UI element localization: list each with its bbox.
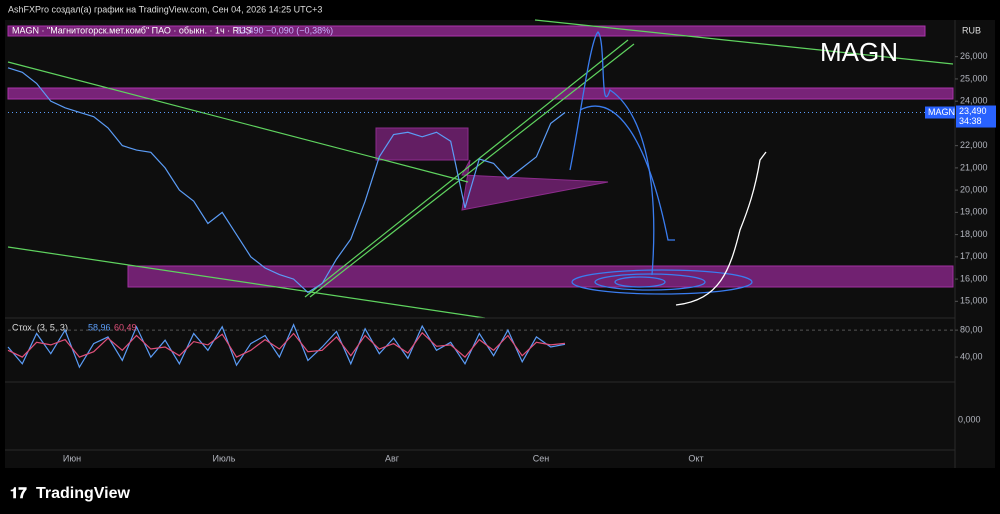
trend-lines	[7, 19, 954, 319]
indicator-value: 60,49	[114, 322, 137, 332]
author-line: AshFXPro создал(а) график на TradingView…	[8, 4, 322, 14]
y-tick-label: 15,000	[960, 296, 988, 306]
y-tick-label: 16,000	[960, 273, 988, 283]
y-tick-label: 80,00	[960, 325, 983, 335]
zone	[375, 127, 469, 161]
x-tick-label: Авг	[385, 453, 400, 463]
y-tick-label: 25,000	[960, 73, 988, 83]
symbol-tag	[925, 106, 955, 119]
y-tick-label: 18,000	[960, 229, 988, 239]
x-tick-label: Июль	[213, 453, 236, 463]
price-line	[7, 67, 566, 294]
y-tick-label: 17,000	[960, 251, 988, 261]
drawn-forecast	[569, 31, 753, 295]
brand-logo: 𝟏𝟕	[10, 485, 27, 502]
zone	[7, 87, 954, 100]
indicator-title: Стох. (3, 5, 3)	[12, 322, 68, 332]
indicator-value: 58,96	[88, 322, 111, 332]
symbol-line: MAGN · "Магнитогорск.мет.комб" ПАО · обы…	[12, 25, 252, 35]
quote: 23,490 −0,090 (−0,38%)	[236, 25, 333, 35]
price-tag-label: 23,490	[959, 106, 987, 116]
x-tick-label: Окт	[688, 453, 703, 463]
price-tag	[956, 105, 996, 128]
y-tick-label: 40,00	[960, 351, 983, 361]
y-tick-label: 22,000	[960, 140, 988, 150]
x-tick-label: Июн	[63, 453, 81, 463]
symbol-tag-label: MAGN	[928, 107, 955, 117]
chart-area	[5, 20, 995, 468]
zone	[7, 25, 926, 37]
y-tick-label: 19,000	[960, 207, 988, 217]
watermark: MAGN	[820, 37, 898, 67]
price-line	[7, 331, 566, 358]
x-tick-label: Сен	[533, 453, 550, 463]
y-tick-label: 24,000	[960, 96, 988, 106]
triangle	[461, 159, 609, 211]
y-tick-label: 21,000	[960, 162, 988, 172]
y-tick-label: 26,000	[960, 51, 988, 61]
countdown: 34:38	[959, 116, 982, 126]
y-tick-label: 0,000	[958, 414, 981, 424]
zone	[127, 265, 954, 288]
drawn-path	[675, 151, 767, 306]
y-tick-label: 20,000	[960, 185, 988, 195]
brand: TradingView	[36, 485, 131, 502]
currency: RUB	[962, 25, 981, 35]
